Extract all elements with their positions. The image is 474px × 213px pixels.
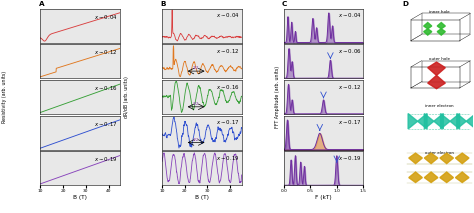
Text: 1/2: 1/2 <box>193 138 200 142</box>
Polygon shape <box>440 172 454 183</box>
Text: outer electron: outer electron <box>425 151 454 155</box>
Text: $x\sim0.17$: $x\sim0.17$ <box>94 120 118 128</box>
Polygon shape <box>428 62 445 75</box>
Polygon shape <box>466 114 474 129</box>
Polygon shape <box>457 114 466 129</box>
Polygon shape <box>456 153 469 164</box>
Text: inner electron: inner electron <box>425 104 454 108</box>
Text: $x\sim0.06$: $x\sim0.06$ <box>338 47 362 55</box>
Polygon shape <box>450 114 459 129</box>
Text: A: A <box>39 1 45 7</box>
Polygon shape <box>409 172 422 183</box>
Text: $x\sim0.19$: $x\sim0.19$ <box>216 154 239 162</box>
Text: $x\sim0.17$: $x\sim0.17$ <box>338 118 362 126</box>
Text: $x\sim0.19$: $x\sim0.19$ <box>338 154 362 162</box>
Text: 1/2: 1/2 <box>193 66 200 70</box>
Text: FFT Amplitude (arb. units): FFT Amplitude (arb. units) <box>275 66 280 128</box>
Text: $x\sim0.16$: $x\sim0.16$ <box>216 83 239 91</box>
Text: $x\sim0.04$: $x\sim0.04$ <box>216 11 239 19</box>
Text: D: D <box>402 1 408 7</box>
Text: B: B <box>160 1 166 7</box>
Text: inner hole: inner hole <box>429 10 449 14</box>
Polygon shape <box>424 172 438 183</box>
Polygon shape <box>424 23 432 29</box>
Polygon shape <box>409 153 422 164</box>
Text: $x\sim0.16$: $x\sim0.16$ <box>94 84 118 92</box>
Polygon shape <box>428 75 445 89</box>
Polygon shape <box>408 114 418 129</box>
Polygon shape <box>418 114 427 129</box>
Text: Resistivity (arb. units): Resistivity (arb. units) <box>2 71 8 123</box>
Text: C: C <box>282 1 288 7</box>
Text: $x\sim0.04$: $x\sim0.04$ <box>94 13 118 21</box>
Polygon shape <box>424 153 438 164</box>
X-axis label: F (kT): F (kT) <box>315 195 332 200</box>
Text: 1/2: 1/2 <box>193 102 200 106</box>
Polygon shape <box>437 29 445 35</box>
Polygon shape <box>440 153 454 164</box>
Polygon shape <box>441 114 450 129</box>
Text: $x\sim0.17$: $x\sim0.17$ <box>216 118 239 126</box>
Text: $x\sim0.04$: $x\sim0.04$ <box>338 11 362 19</box>
Text: $x\sim0.12$: $x\sim0.12$ <box>338 83 362 91</box>
Text: $x\sim0.12$: $x\sim0.12$ <box>216 47 239 55</box>
X-axis label: B (T): B (T) <box>195 195 209 200</box>
Polygon shape <box>456 172 469 183</box>
Polygon shape <box>424 29 432 35</box>
Text: $x\sim0.12$: $x\sim0.12$ <box>94 48 118 56</box>
Polygon shape <box>424 114 434 129</box>
Text: $x\sim0.19$: $x\sim0.19$ <box>94 155 118 163</box>
Polygon shape <box>437 23 445 29</box>
X-axis label: B (T): B (T) <box>73 195 87 200</box>
Text: dR/dB (arb. units): dR/dB (arb. units) <box>124 76 129 118</box>
Text: outer hole: outer hole <box>428 57 450 61</box>
Polygon shape <box>434 114 443 129</box>
